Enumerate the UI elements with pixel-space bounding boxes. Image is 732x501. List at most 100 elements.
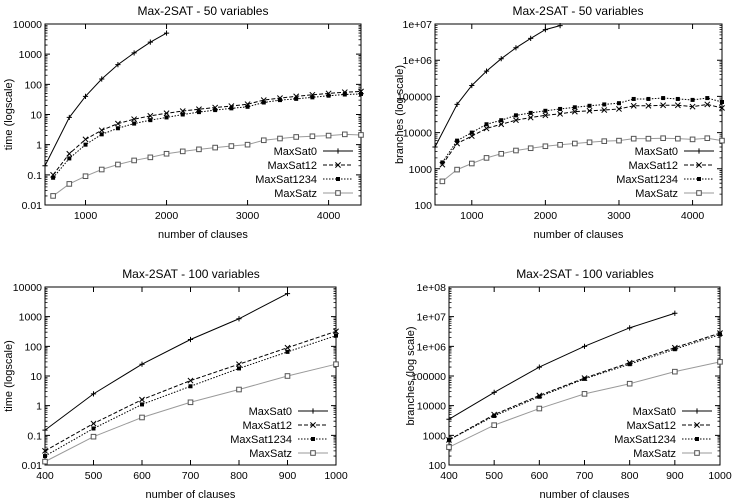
data-point — [542, 112, 549, 119]
series-line — [44, 330, 337, 452]
y-tick-label: 10000 — [13, 282, 42, 294]
legend-marker — [697, 177, 701, 181]
series-MaxSatz — [446, 359, 723, 450]
x-tick-label: 1000 — [324, 470, 348, 482]
y-tick-label: 10000 — [417, 401, 446, 413]
legend-marker — [696, 162, 702, 168]
data-point — [51, 175, 56, 180]
data-point — [284, 290, 291, 297]
data-point — [498, 56, 504, 62]
data-point — [630, 102, 637, 109]
data-point — [309, 133, 316, 140]
y-axis-label: branches (log scale) — [394, 65, 406, 164]
series-MaxSat0 — [42, 290, 291, 433]
data-point — [571, 108, 578, 115]
data-point — [513, 113, 518, 118]
data-point — [90, 391, 97, 397]
x-tick-label: 900 — [666, 470, 684, 482]
data-point — [131, 157, 137, 164]
legend-label: MaxSatz — [274, 188, 317, 200]
data-point — [132, 121, 137, 126]
data-point — [147, 39, 153, 45]
y-tick-label: 0.01 — [22, 460, 43, 472]
data-point — [359, 91, 363, 96]
x-tick-label: 3000 — [236, 210, 260, 222]
data-point — [236, 361, 242, 368]
data-point — [42, 163, 48, 169]
data-point — [98, 127, 105, 134]
data-point — [213, 108, 218, 113]
data-point — [512, 117, 519, 124]
data-point — [139, 396, 145, 403]
data-point — [163, 30, 170, 36]
x-axis-label: number of clauses — [534, 229, 624, 241]
data-point — [483, 68, 490, 74]
legend-marker — [310, 408, 316, 414]
series-line — [52, 90, 362, 176]
data-point — [469, 130, 474, 135]
x-tick-label: 700 — [182, 470, 200, 482]
x-axis-label: number of clauses — [540, 489, 630, 501]
legend-label: MaxSat1234 — [616, 174, 678, 186]
data-point — [627, 362, 632, 367]
data-point — [483, 155, 490, 161]
data-point — [528, 110, 533, 115]
data-point — [513, 147, 519, 154]
series-line — [44, 363, 337, 463]
y-tick-label: 1e+06 — [417, 341, 447, 353]
data-point — [341, 131, 348, 138]
data-point — [245, 104, 250, 109]
data-point — [536, 405, 543, 412]
x-axis-label: number of clauses — [158, 229, 248, 241]
x-tick-label: 2000 — [534, 210, 558, 222]
data-point — [630, 135, 637, 142]
x-tick-label: 800 — [230, 470, 248, 482]
y-tick-label: 10 — [30, 110, 42, 122]
data-point — [140, 402, 144, 407]
legend-label: MaxSat12 — [242, 420, 292, 432]
data-point — [163, 150, 170, 157]
y-tick-label: 1e+07 — [417, 312, 447, 324]
data-point — [601, 138, 608, 144]
data-point — [528, 35, 534, 42]
legend-label: MaxSat0 — [274, 146, 317, 158]
data-point — [674, 102, 681, 109]
data-point — [454, 166, 460, 173]
data-point — [358, 132, 364, 138]
data-point — [333, 361, 339, 367]
data-point — [131, 50, 137, 56]
y-tick-label: 1000 — [19, 49, 43, 61]
y-tick-label: 1 — [36, 401, 42, 413]
data-point — [558, 106, 563, 111]
data-point — [542, 143, 549, 150]
series-line — [448, 361, 721, 448]
series-MaxSatz — [42, 361, 339, 465]
series-MaxSat1234 — [440, 96, 724, 165]
data-point — [147, 154, 154, 161]
x-tick-label: 600 — [133, 470, 151, 482]
data-point — [432, 144, 438, 150]
data-point — [557, 142, 563, 148]
legend-label: MaxSat12 — [267, 160, 317, 172]
data-point — [82, 136, 89, 143]
series-MaxSat1234 — [51, 91, 363, 180]
data-point — [675, 96, 680, 101]
data-point — [147, 112, 154, 119]
chart-panel-4: Max-2SAT - 100 variables 100 1000 10000 1000… — [405, 267, 732, 501]
data-point — [536, 364, 542, 370]
data-point — [527, 114, 534, 121]
chart-panel-2: Max-2SAT - 50 variables 100 1000 10000 10000… — [394, 4, 725, 241]
data-point — [455, 138, 460, 143]
data-point — [260, 137, 267, 144]
data-point — [499, 118, 504, 123]
x-tick-label: 2000 — [155, 210, 179, 222]
data-point — [187, 399, 194, 406]
data-point — [99, 132, 104, 137]
legend-label: MaxSatz — [635, 188, 678, 200]
data-point — [82, 93, 89, 99]
series-MaxSatz — [439, 135, 725, 185]
y-tick-label: 1e+06 — [403, 55, 433, 67]
y-axis-label: branches (log scale) — [405, 326, 417, 425]
legend-label: MaxSat12 — [628, 160, 678, 172]
